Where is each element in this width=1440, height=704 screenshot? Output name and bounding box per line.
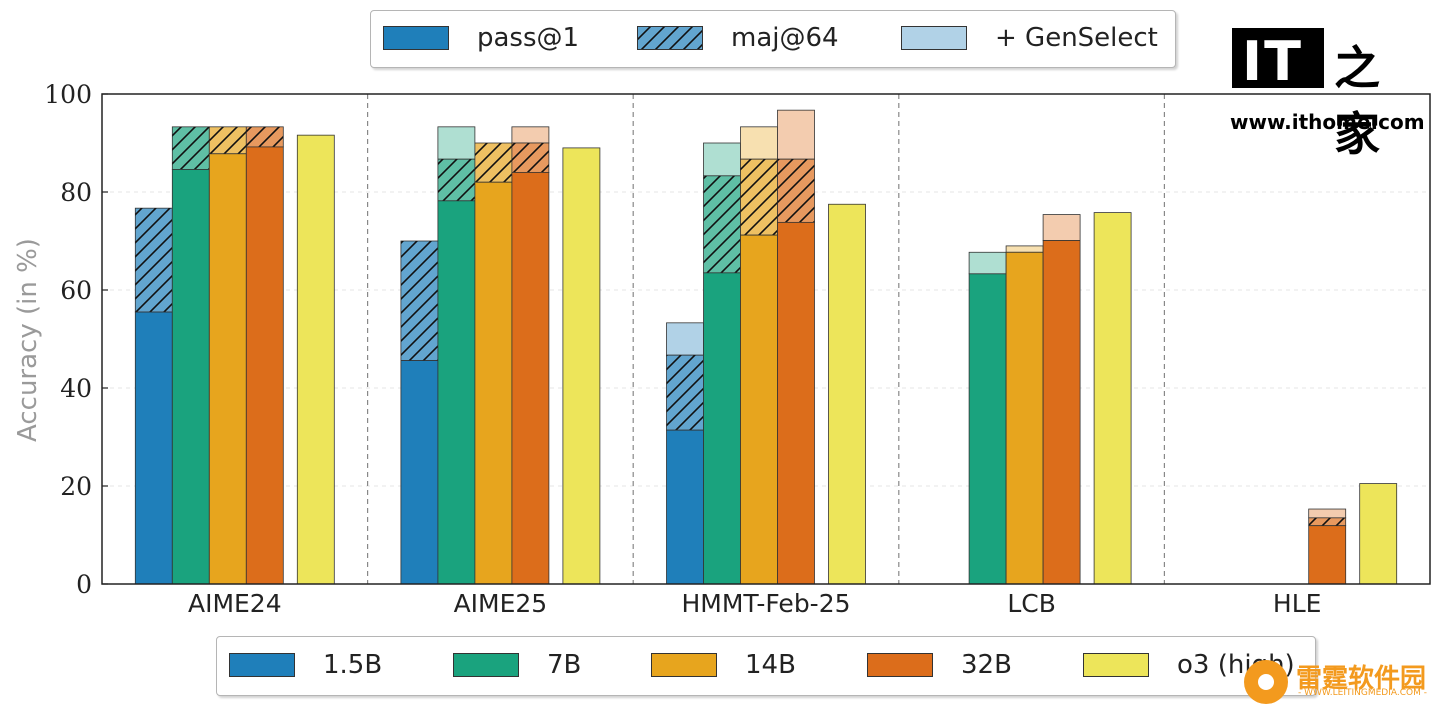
group-separators: [367, 94, 1166, 584]
bar-pass1: [1359, 483, 1398, 585]
legend-item-maj64: maj@64: [637, 23, 839, 53]
bar-pass1: [245, 146, 284, 585]
bar-maj64-hatch: [246, 126, 284, 147]
legend-swatch: [1083, 653, 1149, 677]
bar-pass1: [171, 169, 210, 585]
legend-item-32b: 32B: [867, 650, 1012, 680]
y-tick-label: 80: [60, 178, 92, 207]
bar-genselect: [1005, 245, 1044, 253]
bar-genselect: [777, 109, 815, 160]
bar-pass1: [1308, 525, 1347, 585]
x-tick-label: AIME25: [454, 589, 548, 618]
bar-pass1: [703, 272, 741, 585]
x-axis-ticks: AIME24 AIME25 HMMT-Feb-25 LCB HLE: [188, 589, 1321, 618]
legend-label: maj@64: [731, 23, 839, 53]
bar-genselect: [1042, 214, 1081, 241]
bar-maj64-hatch: [400, 241, 438, 361]
x-tick-label: HLE: [1273, 589, 1322, 618]
legend-item-1-5b: 1.5B: [229, 650, 382, 680]
ithome-logo: IT: [1232, 28, 1324, 93]
bar-maj64-hatch: [135, 208, 173, 313]
bar-pass1: [437, 200, 476, 585]
legend-swatch-hatched: [637, 26, 703, 50]
legend-label: + GenSelect: [995, 23, 1158, 53]
leiting-watermark: 雷霆软件园 - WWW.LEITINGMEDIA.COM -: [1244, 656, 1440, 704]
bar-pass1: [474, 181, 513, 585]
leiting-name: 雷霆软件园: [1296, 664, 1427, 694]
bar-pass1: [208, 153, 247, 585]
legend-label: 14B: [745, 650, 796, 680]
bar-maj64-hatch: [474, 143, 512, 183]
y-tick-label: 40: [60, 374, 92, 403]
legend-swatch: [229, 653, 295, 677]
bar-pass1: [562, 147, 601, 585]
bar-pass1: [828, 203, 866, 585]
bars: [134, 109, 1398, 585]
legend-swatch: [867, 653, 933, 677]
bar-maj64-hatch: [740, 159, 778, 236]
leiting-logo-icon: [1244, 660, 1288, 704]
legend-swatch: [651, 653, 717, 677]
bar-pass1: [777, 221, 815, 585]
legend-label: 1.5B: [323, 650, 383, 680]
leiting-url: - WWW.LEITINGMEDIA.COM -: [1298, 688, 1427, 698]
bar-maj64-hatch: [437, 159, 475, 201]
bar-genselect: [437, 126, 476, 160]
x-tick-label: HMMT-Feb-25: [681, 589, 850, 618]
bar-pass1: [740, 234, 778, 585]
legend-label: pass@1: [477, 23, 580, 53]
legend-item-pass1: pass@1: [383, 23, 579, 53]
legend-bar-style: pass@1 maj@64 + GenSelect: [370, 10, 1176, 68]
legend-models: 1.5B 7B 14B 32B o3 (high): [216, 636, 1316, 696]
bar-pass1: [296, 134, 335, 585]
bar-pass1: [1042, 240, 1081, 585]
bar-maj64-hatch: [777, 159, 815, 223]
plot-frame: [101, 93, 1431, 585]
bar-genselect: [740, 126, 778, 160]
bar-genselect: [511, 126, 550, 144]
bar-maj64-hatch: [1308, 517, 1346, 526]
ithome-logo-text: 之家: [1334, 41, 1380, 161]
legend-item-7b: 7B: [453, 650, 581, 680]
bar-pass1: [1093, 212, 1132, 585]
bar-pass1: [968, 273, 1007, 585]
bar-genselect: [1308, 508, 1347, 519]
legend-swatch: [453, 653, 519, 677]
bar-pass1: [400, 360, 439, 585]
ithome-watermark: IT 之家 www.ithome.com: [1226, 22, 1425, 161]
legend-label: 32B: [961, 650, 1012, 680]
bar-pass1: [134, 311, 173, 585]
legend-label: 7B: [547, 650, 582, 680]
bar-pass1: [666, 429, 704, 585]
legend-swatch-light: [901, 26, 967, 50]
bar-pass1: [1005, 251, 1044, 585]
y-tick-label: 20: [60, 472, 92, 501]
bar-genselect: [666, 322, 704, 356]
bar-pass1: [511, 171, 550, 585]
y-axis-label: Accuracy (in %): [13, 238, 43, 442]
y-tick-label: 0: [76, 570, 92, 599]
y-tick-label: 100: [44, 80, 92, 109]
legend-item-14b: 14B: [651, 650, 796, 680]
y-axis-ticks: 0 20 40 60 80 100: [44, 80, 108, 599]
legend-swatch-solid: [383, 26, 449, 50]
bar-maj64-hatch: [703, 175, 741, 273]
ithome-url: www.ithome.com: [1230, 110, 1425, 134]
bar-maj64-hatch: [666, 355, 704, 431]
x-tick-label: LCB: [1007, 589, 1056, 618]
bar-maj64-hatch: [511, 143, 549, 173]
y-tick-label: 60: [60, 276, 92, 305]
x-tick-label: AIME24: [188, 589, 282, 618]
bar-genselect: [703, 142, 741, 177]
legend-item-genselect: + GenSelect: [901, 23, 1158, 53]
bar-maj64-hatch: [209, 126, 247, 154]
bar-maj64-hatch: [172, 126, 210, 170]
bar-genselect: [968, 251, 1007, 275]
